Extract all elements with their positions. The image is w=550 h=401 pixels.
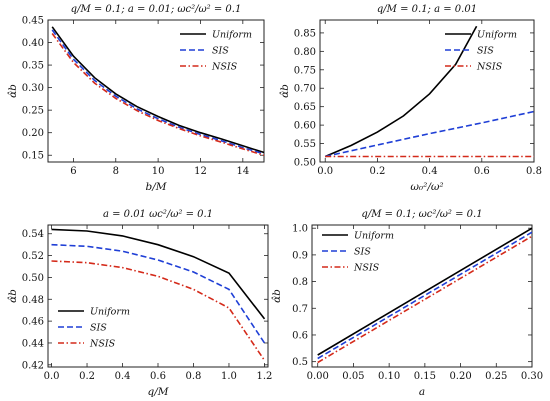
- x-tick-label: 12: [194, 166, 207, 177]
- series-line-nsis: [317, 235, 532, 364]
- series-line-sis: [51, 243, 266, 344]
- series-line-uniform: [317, 227, 532, 356]
- series-line-uniform: [51, 26, 264, 154]
- x-tick-label: 0.05: [342, 371, 364, 382]
- y-tick-label: 0.75: [294, 65, 316, 76]
- x-tick-label: 0.4: [115, 371, 131, 382]
- chart-panel-1: q/M = 0.1; a = 0.01; ωc²/ω² = 0.1 6 8 10 12 1…: [7, 4, 265, 193]
- y-tick-label: 0.25: [22, 106, 44, 117]
- legend-label-sis: SIS: [90, 323, 107, 334]
- series-line-sis: [325, 110, 534, 158]
- x-tick-label: 0.2: [79, 371, 95, 382]
- y-tick-label: 0.40: [22, 38, 44, 49]
- legend-label-nsis: NSIS: [353, 263, 380, 274]
- chart-title: q/M = 0.1; a = 0.01: [377, 4, 477, 15]
- legend: Uniform SIS NSIS: [58, 307, 130, 350]
- y-tick-label: 0.65: [294, 102, 316, 113]
- x-axis-label: a: [419, 386, 425, 398]
- legend-label-sis: SIS: [212, 46, 229, 57]
- y-tick-label: 1.0: [292, 224, 308, 235]
- chart-panel-3: a = 0.01 ωc²/ω² = 0.1 0.0 0.2 0.4 0.6 0.8 1.0 1…: [7, 209, 272, 398]
- x-tick-label: 14: [236, 166, 249, 177]
- x-tick-label: 0.8: [186, 371, 202, 382]
- plot-frame: [47, 19, 265, 163]
- legend-label-uniform: Uniform: [212, 30, 252, 41]
- x-tick-label: 0.15: [414, 371, 436, 382]
- x-tick-label: 0.00: [307, 371, 329, 382]
- x-tick-label: 10: [152, 166, 165, 177]
- x-tick-label: 0.10: [378, 371, 400, 382]
- y-tick-label: 0.9: [292, 250, 308, 261]
- x-tick-label: 0.30: [521, 371, 543, 382]
- y-tick-label: 0.42: [22, 360, 44, 371]
- y-axis-label: α̂b: [279, 84, 291, 98]
- y-tick-label: 0.50: [22, 273, 44, 284]
- series-line-nsis: [51, 33, 264, 156]
- y-tick-label: 0.85: [294, 28, 316, 39]
- legend-label-nsis: NSIS: [89, 339, 116, 350]
- x-tick-label: 0.8: [526, 166, 542, 177]
- y-tick-label: 0.35: [22, 61, 44, 72]
- legend: Uniform SIS NSIS: [180, 30, 252, 73]
- legend-label-nsis: NSIS: [476, 62, 503, 73]
- y-tick-label: 0.7: [292, 304, 308, 315]
- series-line-uniform: [324, 25, 478, 158]
- x-tick-label: 1.2: [256, 371, 272, 382]
- y-tick-label: 0.60: [294, 121, 316, 132]
- chart-title: q/M = 0.1; ωc²/ω² = 0.1: [361, 209, 482, 220]
- y-tick-label: 0.55: [294, 139, 316, 150]
- y-axis-label: α̂b: [7, 84, 19, 98]
- x-tick-label: 0.25: [485, 371, 507, 382]
- plot-frame: [319, 19, 535, 163]
- y-tick-label: 0.15: [22, 151, 44, 162]
- y-tick-label: 0.44: [22, 338, 44, 349]
- y-tick-label: 0.52: [22, 251, 44, 262]
- y-tick-label: 0.20: [22, 128, 44, 139]
- x-axis-label: ω₀²/ω²: [410, 181, 443, 193]
- x-tick-label: 8: [113, 166, 119, 177]
- x-tick-label: 0.6: [150, 371, 166, 382]
- chart-title: a = 0.01 ωc²/ω² = 0.1: [103, 209, 213, 220]
- series-line-uniform: [51, 228, 266, 320]
- x-tick-label: 0.0: [44, 371, 60, 382]
- x-axis-label: b/M: [145, 181, 166, 193]
- y-tick-label: 0.80: [294, 47, 316, 58]
- series-line-sis: [317, 231, 532, 360]
- x-tick-label: 1.0: [221, 371, 237, 382]
- y-axis-label: α̂b: [271, 289, 283, 303]
- y-tick-label: 0.30: [22, 83, 44, 94]
- x-tick-label: 0.2: [369, 166, 385, 177]
- legend-label-sis: SIS: [354, 247, 371, 258]
- legend-label-uniform: Uniform: [90, 307, 130, 318]
- y-tick-label: 0.8: [292, 277, 308, 288]
- y-tick-label: 0.70: [294, 84, 316, 95]
- series-line-sis: [51, 29, 264, 155]
- x-tick-label: 0.20: [449, 371, 471, 382]
- x-tick-label: 0.0: [317, 166, 333, 177]
- chart-panel-2: q/M = 0.1; a = 0.01 0.0 0.2 0.4 0.6 0.8 0.50 0.…: [279, 4, 542, 193]
- chart-title: q/M = 0.1; a = 0.01; ωc²/ω² = 0.1: [71, 4, 242, 15]
- legend-label-uniform: Uniform: [477, 30, 517, 41]
- y-axis-label: α̂b: [7, 289, 19, 303]
- x-axis-label: q/M: [147, 386, 168, 398]
- y-tick-label: 0.46: [22, 317, 44, 328]
- y-tick-label: 0.5: [292, 357, 308, 368]
- legend-label-nsis: NSIS: [211, 62, 238, 73]
- x-tick-label: 6: [70, 166, 76, 177]
- plot-frame: [311, 224, 533, 368]
- y-tick-label: 0.45: [22, 16, 44, 27]
- y-tick-label: 0.48: [22, 295, 44, 306]
- y-tick-label: 0.6: [292, 330, 308, 341]
- legend: Uniform SIS NSIS: [322, 231, 394, 274]
- x-tick-label: 0.6: [474, 166, 490, 177]
- legend: Uniform SIS NSIS: [445, 30, 517, 73]
- legend-label-sis: SIS: [477, 46, 494, 57]
- y-tick-label: 0.54: [22, 229, 44, 240]
- legend-label-uniform: Uniform: [354, 231, 394, 242]
- y-tick-label: 0.50: [294, 158, 316, 169]
- chart-panel-4: q/M = 0.1; ωc²/ω² = 0.1 0.00 0.05 0.10 0.15 0…: [271, 209, 543, 398]
- x-tick-label: 0.4: [422, 166, 438, 177]
